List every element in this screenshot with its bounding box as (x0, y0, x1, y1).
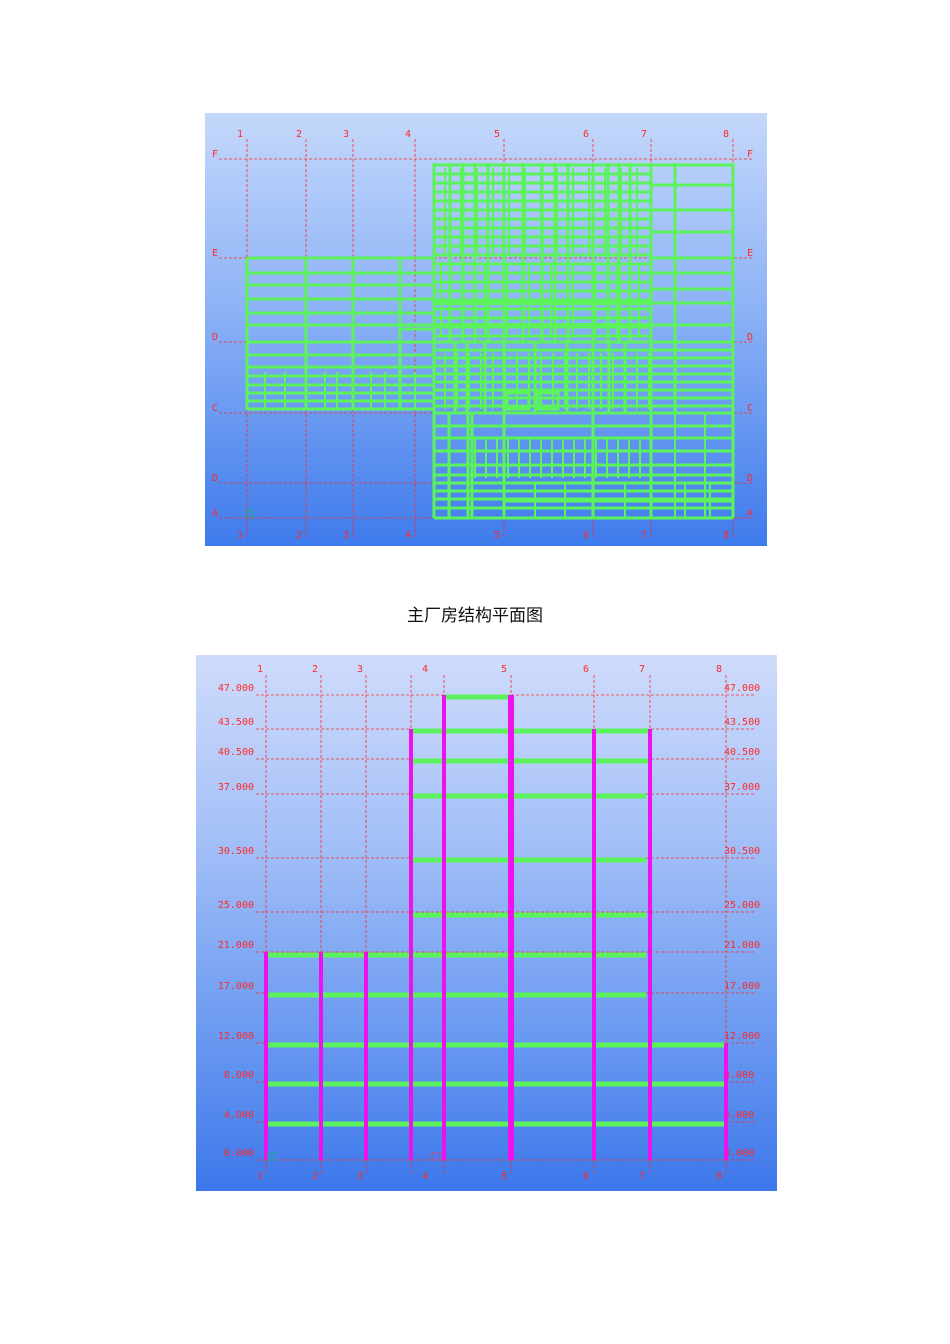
level-label-right: 40.500 (724, 747, 760, 758)
axis-letter-right: F (747, 149, 753, 160)
axis-letter-left: A (212, 508, 218, 519)
axis-number-bottom: 5 (501, 1171, 507, 1182)
structure-elevation-figure: 1 1 2 2 3 3 4 4 5 5 6 6 7 7 8 8 47.000 47.000 43.500 43.500… (196, 655, 777, 1191)
axis-number-top: 7 (641, 129, 647, 140)
axis-number-bottom: 8 (723, 530, 729, 541)
level-label-left: 4.000 (224, 1110, 254, 1121)
axis-letter-right: C (747, 403, 753, 414)
level-label-left: 47.000 (218, 683, 254, 694)
level-label-right: 43.500 (724, 717, 760, 728)
axis-number-bottom: 4 (405, 530, 411, 541)
origin-marker (245, 509, 254, 518)
axis-letter-right: D (747, 473, 753, 484)
axis-number-bottom: 3 (343, 530, 349, 541)
axis-number-bottom: 5 (494, 530, 500, 541)
origin-marker (267, 1152, 277, 1161)
origin-marker (431, 1152, 441, 1161)
axis-number-bottom: 1 (257, 1171, 263, 1182)
axis-number-top: 4 (422, 664, 428, 675)
axis-number-top: 8 (723, 129, 729, 140)
level-label-right: 12.000 (724, 1031, 760, 1042)
level-label-left: 12.000 (218, 1031, 254, 1042)
axis-number-bottom: 6 (583, 530, 589, 541)
axis-number-top: 5 (494, 129, 500, 140)
axis-number-top: 5 (501, 664, 507, 675)
level-label-right: 25.000 (724, 900, 760, 911)
axis-number-top: 1 (257, 664, 263, 675)
level-label-left: 30.500 (218, 846, 254, 857)
axis-number-bottom: 4 (422, 1171, 428, 1182)
axis-number-bottom: 7 (639, 1171, 645, 1182)
axis-number-top: 6 (583, 664, 589, 675)
axis-number-bottom: 3 (357, 1171, 363, 1182)
level-label-left: 37.000 (218, 782, 254, 793)
axis-number-top: 2 (312, 664, 318, 675)
axis-number-bottom: 7 (641, 530, 647, 541)
level-label-left: 40.500 (218, 747, 254, 758)
axis-letter-left: C (212, 403, 218, 414)
level-label-left: 0.000 (224, 1148, 254, 1159)
level-label-right: 0.000 (724, 1148, 754, 1159)
level-label-left: 8.000 (224, 1070, 254, 1081)
level-label-right: 21.000 (724, 940, 760, 951)
axis-letter-left: E (212, 248, 218, 259)
beam-frame (505, 391, 531, 411)
axis-number-bottom: 6 (583, 1171, 589, 1182)
level-label-left: 21.000 (218, 940, 254, 951)
axis-number-top: 6 (583, 129, 589, 140)
axis-number-bottom: 2 (296, 530, 302, 541)
axis-letter-left: F (212, 149, 218, 160)
axis-number-bottom: 1 (237, 530, 243, 541)
structure-plan-figure: 1 1 2 2 3 3 4 4 5 5 6 6 7 7 8 8 F F E E D D C C D D A A (205, 113, 767, 546)
axis-number-bottom: 2 (312, 1171, 318, 1182)
axis-letter-left: D (212, 332, 218, 343)
axis-number-top: 7 (639, 664, 645, 675)
axis-number-top: 2 (296, 129, 302, 140)
figure-caption: 主厂房结构平面图 (407, 606, 543, 626)
axis-number-top: 4 (405, 129, 411, 140)
level-label-left: 25.000 (218, 900, 254, 911)
axis-number-top: 3 (357, 664, 363, 675)
level-label-right: 8.000 (724, 1070, 754, 1081)
axis-letter-right: A (747, 508, 753, 519)
level-label-left: 17.000 (218, 981, 254, 992)
level-label-left: 43.500 (218, 717, 254, 728)
axis-letter-left: D (212, 473, 218, 484)
beam-frame (536, 391, 560, 411)
level-label-right: 47.000 (724, 683, 760, 694)
plan-drawing: 1 1 2 2 3 3 4 4 5 5 6 6 7 7 8 8 F F E E D D C C D D A A (212, 129, 753, 541)
axis-letter-right: E (747, 248, 753, 259)
level-label-right: 37.000 (724, 782, 760, 793)
level-label-right: 30.500 (724, 846, 760, 857)
axis-number-top: 1 (237, 129, 243, 140)
axis-number-top: 8 (716, 664, 722, 675)
axis-number-bottom: 8 (716, 1171, 722, 1182)
axis-number-top: 3 (343, 129, 349, 140)
level-label-right: 17.000 (724, 981, 760, 992)
axis-letter-right: D (747, 332, 753, 343)
level-label-right: 4.000 (724, 1110, 754, 1121)
